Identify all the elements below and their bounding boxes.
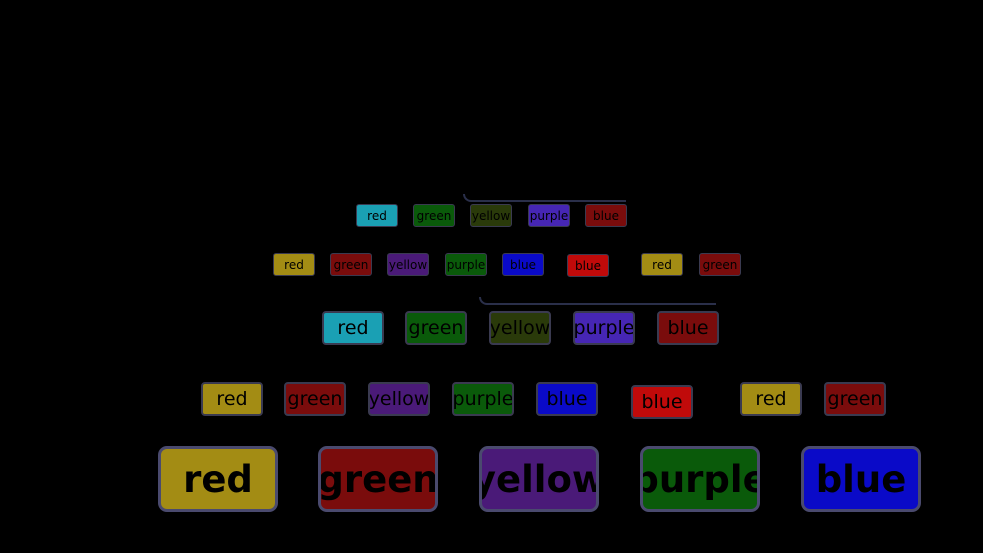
word-tile[interactable]: blue: [585, 204, 627, 227]
connector-arc-middle: [479, 297, 716, 305]
word-tile[interactable]: yellow: [368, 382, 430, 416]
word-tile[interactable]: blue: [657, 311, 719, 345]
word-tile[interactable]: green: [699, 253, 741, 276]
word-tile[interactable]: blue: [536, 382, 598, 416]
word-tile[interactable]: purple: [528, 204, 570, 227]
word-tile[interactable]: blue: [801, 446, 921, 512]
word-tile[interactable]: yellow: [387, 253, 429, 276]
word-tile[interactable]: yellow: [489, 311, 551, 345]
word-tile[interactable]: green: [284, 382, 346, 416]
word-tile[interactable]: red: [322, 311, 384, 345]
word-tile[interactable]: purple: [452, 382, 514, 416]
word-tile[interactable]: red: [201, 382, 263, 416]
connector-arc-top: [463, 194, 626, 202]
word-tile[interactable]: yellow: [470, 204, 512, 227]
word-tile[interactable]: red: [356, 204, 398, 227]
word-tile[interactable]: green: [405, 311, 467, 345]
word-tile[interactable]: green: [824, 382, 886, 416]
word-tile[interactable]: red: [641, 253, 683, 276]
word-tile[interactable]: yellow: [479, 446, 599, 512]
word-tile[interactable]: green: [330, 253, 372, 276]
word-tile[interactable]: blue: [631, 385, 693, 419]
word-tile[interactable]: purple: [640, 446, 760, 512]
word-tile[interactable]: blue: [502, 253, 544, 276]
word-tile[interactable]: red: [740, 382, 802, 416]
word-tile[interactable]: green: [318, 446, 438, 512]
word-tile[interactable]: green: [413, 204, 455, 227]
word-tile[interactable]: purple: [445, 253, 487, 276]
word-tile[interactable]: red: [158, 446, 278, 512]
word-tile[interactable]: blue: [567, 254, 609, 277]
word-tile[interactable]: purple: [573, 311, 635, 345]
word-tile[interactable]: red: [273, 253, 315, 276]
